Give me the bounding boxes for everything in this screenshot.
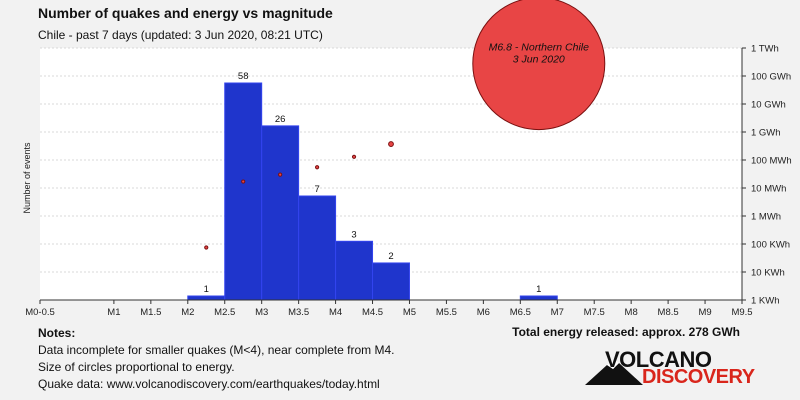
magnitude-tick-label: M1.5 <box>140 307 161 318</box>
notes-line: Data incomplete for smaller quakes (M<4)… <box>38 343 395 357</box>
y-axis-label: Number of events <box>22 142 32 214</box>
magnitude-tick-label: M0-0.5 <box>25 307 55 318</box>
count-bar <box>372 262 410 301</box>
magnitude-tick-label: M7 <box>551 307 564 318</box>
energy-circle <box>278 172 283 177</box>
bar-count-label: 7 <box>314 184 319 195</box>
magnitude-tick-label: M2.5 <box>214 307 235 318</box>
count-bar <box>187 295 226 301</box>
grid-layer <box>40 47 742 301</box>
bar-count-label: 1 <box>204 284 209 295</box>
energy-tick-label: 10 KWh <box>751 268 785 279</box>
magnitude-tick-label: M5 <box>403 307 416 318</box>
bar-count-label: 3 <box>351 229 356 240</box>
magnitude-tick-label: M9.5 <box>731 307 752 318</box>
magnitude-tick-label: M6 <box>477 307 490 318</box>
energy-circle <box>472 0 606 131</box>
energy-tick-label: 1 KWh <box>751 296 780 307</box>
bar-layer: 1 58 26 7 3 2 1 <box>187 71 558 301</box>
magnitude-tick-label: M6.5 <box>510 307 531 318</box>
magnitude-tick-label: M2 <box>181 307 194 318</box>
bar-count-label: 58 <box>238 71 249 82</box>
circle-annotation: M6.8 - Northern Chile <box>489 42 590 54</box>
energy-tick-label: 10 GWh <box>751 100 786 111</box>
volcanodiscovery-logo[interactable]: VOLCANO DISCOVERY <box>585 345 760 390</box>
count-bar <box>335 240 374 301</box>
count-bar <box>224 82 263 301</box>
axis-layer: 1 KWh 10 KWh 100 KWh 1 MWh 10 MWh 100 MWh 1 GW… <box>22 44 792 319</box>
bar-count-label: 1 <box>536 284 541 295</box>
count-bar <box>298 195 337 301</box>
energy-tick-label: 10 MWh <box>751 184 786 195</box>
energy-tick-label: 100 KWh <box>751 240 790 251</box>
magnitude-tick-label: M4 <box>329 307 342 318</box>
bar-count-label: 2 <box>388 251 393 262</box>
energy-circle <box>388 141 394 147</box>
energy-tick-label: 100 MWh <box>751 156 792 167</box>
magnitude-tick-label: M7.5 <box>584 307 605 318</box>
energy-circle <box>241 179 246 184</box>
circle-annotation: 3 Jun 2020 <box>513 54 565 66</box>
magnitude-tick-label: M9 <box>698 307 711 318</box>
energy-tick-label: 1 MWh <box>751 212 781 223</box>
logo-word-volcano: VOLCANO <box>605 347 712 372</box>
count-bar <box>261 125 300 301</box>
magnitude-tick-label: M3.5 <box>288 307 309 318</box>
magnitude-tick-label: M3 <box>255 307 268 318</box>
energy-circle <box>204 245 209 250</box>
magnitude-tick-label: M8 <box>625 307 638 318</box>
notes-line: Size of circles proportional to energy. <box>38 360 235 374</box>
energy-tick-label: 1 TWh <box>751 44 779 55</box>
energy-circle <box>315 165 320 170</box>
magnitude-tick-label: M5.5 <box>436 307 457 318</box>
chart-title: Number of quakes and energy vs magnitude <box>38 5 333 21</box>
count-bar <box>519 295 558 301</box>
magnitude-tick-label: M1 <box>107 307 120 318</box>
energy-tick-label: 100 GWh <box>751 72 791 83</box>
energy-circle <box>351 154 357 159</box>
total-energy: Total energy released: approx. 278 GWh <box>512 325 740 339</box>
magnitude-tick-label: M8.5 <box>658 307 679 318</box>
notes-heading: Notes: <box>38 326 76 340</box>
energy-tick-label: 1 GWh <box>751 128 781 139</box>
plot-area <box>40 48 742 300</box>
volcano-mountain-icon <box>585 360 643 385</box>
chart-subtitle: Chile - past 7 days (updated: 3 Jun 2020… <box>38 28 323 42</box>
notes-line: Quake data: www.volcanodiscovery.com/ear… <box>38 377 380 391</box>
notes: Notes: Data incomplete for smaller quake… <box>38 325 394 393</box>
bar-count-label: 26 <box>275 114 286 125</box>
magnitude-tick-label: M4.5 <box>362 307 383 318</box>
logo-word-discovery: DISCOVERY <box>642 366 755 388</box>
